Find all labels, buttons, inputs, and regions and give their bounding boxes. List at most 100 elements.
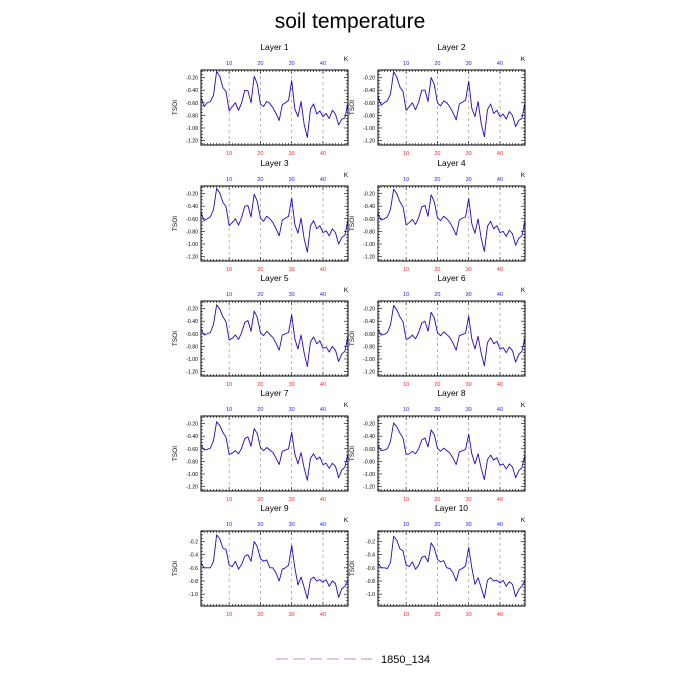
y-tick-label: -0.40: [186, 319, 198, 325]
x-tick-label-bottom: 10: [226, 612, 232, 618]
plot-frame: [377, 185, 526, 262]
x-tick-label-bottom: 30: [466, 151, 472, 157]
panel-title: Layer 4: [437, 158, 466, 168]
y-tick-label: -0.20: [186, 76, 198, 82]
x-tick-label-bottom: 20: [434, 267, 440, 273]
y-tick-label: -1.20: [186, 139, 198, 145]
x-tick-label-bottom: 40: [497, 267, 503, 273]
x-tick-label-bottom: 20: [257, 267, 263, 273]
x-tick-label-top: 10: [403, 177, 409, 183]
x-tick-label-bottom: 10: [226, 267, 232, 273]
x-tick-label-bottom: 40: [320, 267, 326, 273]
x-tick-label-bottom: 20: [434, 497, 440, 503]
panel-title: Layer 3: [260, 158, 289, 168]
panel-1: Layer 1 K TSOI 10 10 20 20 30 30 40 40 -0.20 -0.40 -0…: [172, 42, 349, 157]
x-tick-label-bottom: 30: [289, 382, 295, 388]
x-tick-label-bottom: 10: [226, 151, 232, 157]
x-tick-label-top: 10: [403, 61, 409, 67]
x-tick-label-bottom: 20: [257, 382, 263, 388]
y-axis-label: TSOI: [172, 561, 179, 576]
plot-frame: [377, 415, 526, 492]
panel-title: Layer 7: [260, 388, 289, 398]
series-line-1850_134: [200, 188, 349, 253]
y-axis-label: TSOI: [172, 331, 179, 346]
legend: 1850_134: [276, 654, 430, 666]
plot-frame: [200, 530, 349, 607]
x-tick-label-bottom: 10: [226, 382, 232, 388]
y-tick-label: -0.80: [363, 344, 375, 350]
x-tick-label-bottom: 40: [320, 612, 326, 618]
y-tick-label: -0.40: [363, 88, 375, 94]
x-tick-label-top: 10: [226, 522, 232, 528]
x-tick-label-top: 20: [257, 522, 263, 528]
chart-title: soil temperature: [275, 10, 426, 33]
panels-grid: Layer 1 K TSOI 10 10 20 20 30 30 40 40 -0.20 -0.40 -0…: [172, 42, 526, 618]
x-tick-label-top: 30: [289, 407, 295, 413]
x-tick-label-top: 40: [320, 407, 326, 413]
x-tick-label-bottom: 40: [497, 382, 503, 388]
x-tick-label-bottom: 30: [466, 497, 472, 503]
plot-frame: [377, 300, 526, 377]
y-tick-label: -0.20: [363, 76, 375, 82]
x-tick-label-bottom: 20: [434, 612, 440, 618]
y-tick-label: -1.00: [363, 472, 375, 478]
y-tick-label: -0.80: [363, 113, 375, 119]
y-tick-label: -0.20: [186, 307, 198, 313]
plot-frame: [200, 69, 349, 146]
y-tick-label: -1.00: [186, 472, 198, 478]
panel-title: Layer 2: [437, 42, 466, 52]
y-tick-label: -0.4: [366, 553, 375, 559]
x-tick-label-bottom: 30: [289, 612, 295, 618]
panel-title: Layer 8: [437, 388, 466, 398]
plot-frame: [200, 415, 349, 492]
plot-frame: [377, 69, 526, 146]
x-tick-label-top: 40: [497, 522, 503, 528]
unit-label: K: [344, 517, 349, 524]
y-tick-label: -0.60: [363, 447, 375, 453]
x-tick-label-top: 40: [497, 292, 503, 298]
unit-label: K: [521, 287, 526, 294]
y-tick-label: -0.80: [186, 459, 198, 465]
panel-10: Layer 10 K TSOI 10 10 20 20 30 30 40 40 -0.2 -0.4 -0.…: [349, 503, 526, 618]
x-tick-label-top: 30: [466, 407, 472, 413]
x-tick-label-bottom: 10: [403, 497, 409, 503]
series-line-1850_134: [200, 70, 349, 138]
x-tick-label-top: 30: [466, 177, 472, 183]
y-axis-label: TSOI: [172, 446, 179, 461]
y-tick-label: -0.2: [189, 540, 198, 546]
unit-label: K: [521, 172, 526, 179]
x-tick-label-bottom: 30: [289, 497, 295, 503]
panel-title: Layer 5: [260, 273, 289, 283]
y-tick-label: -1.20: [186, 255, 198, 261]
x-tick-label-bottom: 40: [497, 151, 503, 157]
x-tick-label-bottom: 20: [257, 612, 263, 618]
series-line-1850_134: [200, 534, 349, 600]
x-tick-label-bottom: 40: [320, 151, 326, 157]
x-tick-label-top: 30: [289, 522, 295, 528]
y-tick-label: -1.00: [186, 126, 198, 132]
plot-frame: [200, 300, 349, 377]
y-tick-label: -0.8: [366, 579, 375, 585]
y-axis-label: TSOI: [349, 561, 356, 576]
series-line-1850_134: [377, 304, 526, 367]
y-tick-label: -0.80: [363, 459, 375, 465]
panel-2: Layer 2 K TSOI 10 10 20 20 30 30 40 40 -0.20 -0.40 -0…: [349, 42, 526, 157]
x-tick-label-top: 40: [320, 177, 326, 183]
panel-3: Layer 3 K TSOI 10 10 20 20 30 30 40 40 -0.20 -0.40 -0…: [172, 158, 349, 273]
y-tick-label: -1.20: [363, 370, 375, 376]
x-tick-label-top: 30: [289, 292, 295, 298]
unit-label: K: [344, 172, 349, 179]
x-tick-label-top: 30: [466, 61, 472, 67]
unit-label: K: [521, 402, 526, 409]
x-tick-label-bottom: 10: [226, 497, 232, 503]
x-tick-label-bottom: 40: [320, 382, 326, 388]
panel-title: Layer 6: [437, 273, 466, 283]
y-tick-label: -0.60: [363, 332, 375, 338]
y-tick-label: -0.40: [363, 434, 375, 440]
y-tick-label: -1.20: [363, 255, 375, 261]
x-tick-label-bottom: 20: [434, 151, 440, 157]
y-tick-label: -0.60: [186, 217, 198, 223]
unit-label: K: [521, 517, 526, 524]
series-line-1850_134: [377, 71, 526, 138]
